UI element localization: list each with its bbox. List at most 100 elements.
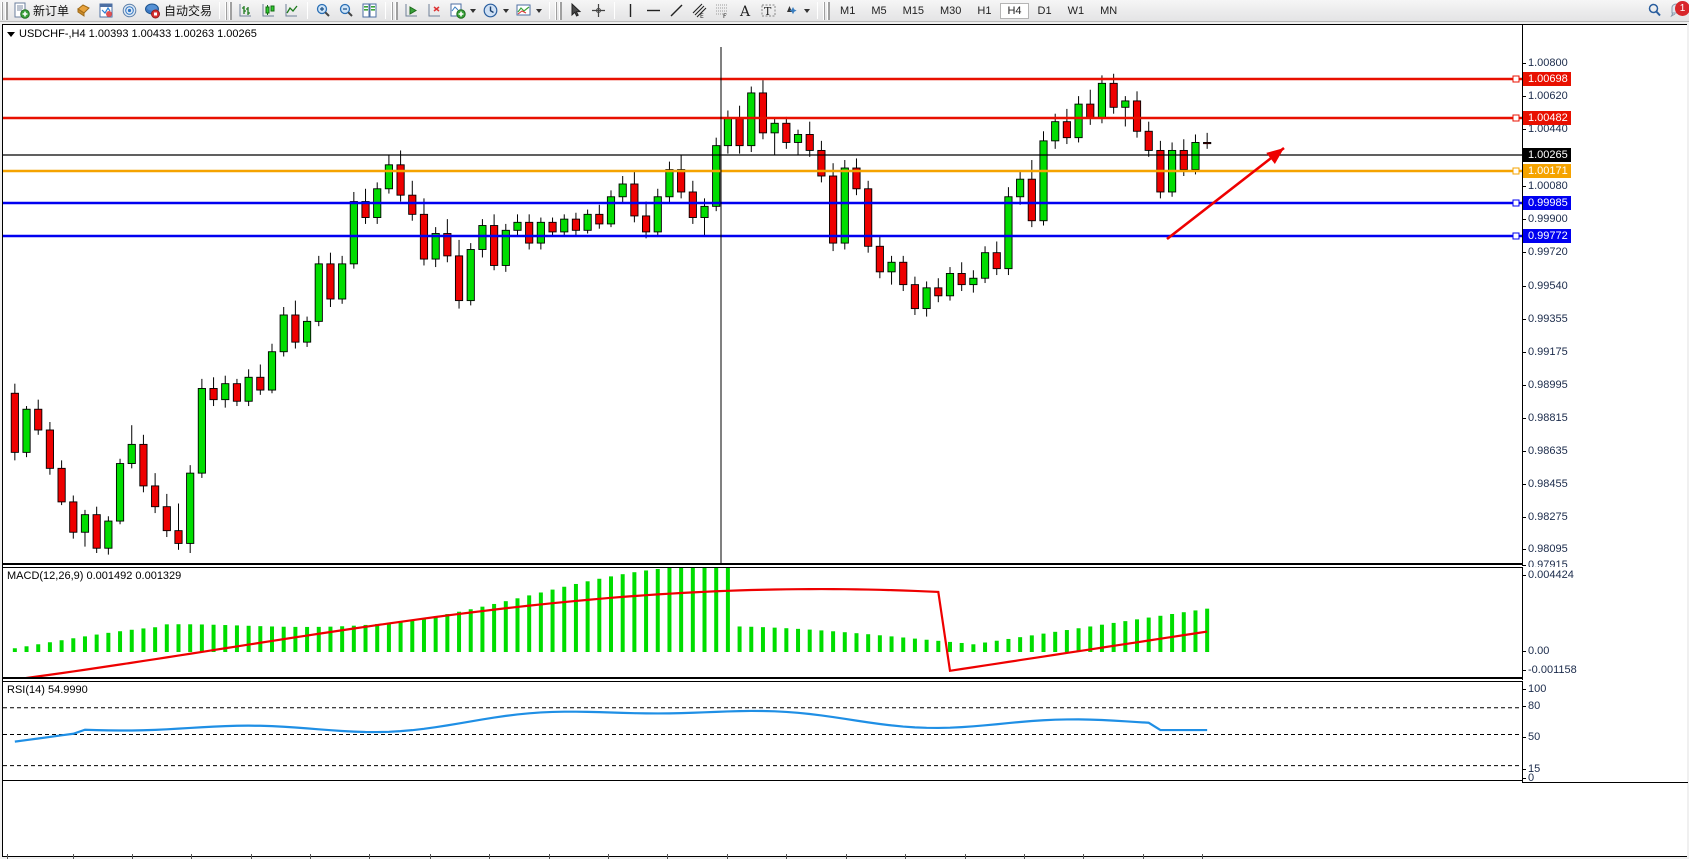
rsi-label: RSI(14) 54.9990 xyxy=(7,684,88,696)
tick-dash-icon xyxy=(1523,688,1526,690)
timeframe-m30[interactable]: M30 xyxy=(940,4,962,17)
data-window-button[interactable] xyxy=(95,1,118,21)
support-level-2-tag[interactable]: 0.99772 xyxy=(1523,229,1571,243)
zoom-in-button[interactable] xyxy=(312,1,335,21)
time-tick-mark xyxy=(667,854,668,859)
resistance-level-2-tag[interactable]: 1.00482 xyxy=(1523,111,1571,125)
macd-histogram xyxy=(12,568,1210,652)
chart-window[interactable]: USDCHF-,H4 1.00393 1.00433 1.00263 1.002… xyxy=(2,24,1688,859)
cursor-button[interactable] xyxy=(564,1,587,21)
svg-text:A: A xyxy=(739,4,751,19)
rsi-tick: 15 xyxy=(1523,763,1540,775)
line-studies-grip[interactable] xyxy=(555,1,563,20)
macd-pane[interactable]: MACD(12,26,9) 0.001492 0.001329 xyxy=(3,567,1522,679)
autotrade-button[interactable]: 自动交易 xyxy=(141,1,215,21)
current-price-level-tag[interactable]: 1.00265 xyxy=(1523,148,1571,162)
timeframe-h4[interactable]: H4 xyxy=(1000,2,1029,19)
new-order-button[interactable]: 新订单 xyxy=(10,1,72,21)
macd-tick-value: 0.00 xyxy=(1528,645,1550,657)
time-tick-mark xyxy=(727,854,728,859)
crosshair-button[interactable] xyxy=(587,1,610,21)
price-tick-value: 0.98095 xyxy=(1528,543,1568,555)
price-chart-canvas[interactable] xyxy=(3,25,1522,565)
rsi-tick: 50 xyxy=(1523,731,1540,743)
timeframe-w1[interactable]: W1 xyxy=(1067,4,1085,17)
tick-dash-icon xyxy=(1523,128,1526,130)
bar-chart-button[interactable] xyxy=(234,1,257,21)
price-tick: 0.99175 xyxy=(1523,346,1568,358)
vline-button[interactable] xyxy=(619,1,642,21)
support-level-1-tag[interactable]: 0.99985 xyxy=(1523,196,1571,210)
price-tick: 0.98455 xyxy=(1523,478,1568,490)
hline-button[interactable] xyxy=(642,1,665,21)
trendline-button[interactable] xyxy=(665,1,688,21)
time-tick-mark xyxy=(965,854,966,859)
market-watch-button[interactable] xyxy=(118,1,141,21)
expert-advisor-button[interactable] xyxy=(72,1,95,21)
timeframe-h1[interactable]: H1 xyxy=(977,4,992,17)
price-tick-value: 0.98815 xyxy=(1528,412,1568,424)
pivot-level-tag[interactable]: 1.00171 xyxy=(1523,164,1571,178)
shift-toolbar-grip[interactable] xyxy=(391,1,399,20)
timeframe-m15[interactable]: M15 xyxy=(902,4,924,17)
rsi-scale[interactable]: 100 80 50 15 0 xyxy=(1522,681,1686,784)
period-button[interactable] xyxy=(479,1,512,21)
rsi-chart-canvas[interactable] xyxy=(3,682,1522,781)
resistance-level-1-tag[interactable]: 1.00698 xyxy=(1523,72,1571,86)
objects-button[interactable] xyxy=(780,1,813,21)
chart-annotations xyxy=(720,47,1285,563)
zoom-out-button[interactable] xyxy=(335,1,358,21)
time-tick-mark xyxy=(786,854,787,859)
macd-scale[interactable]: 0.004424 0.00 -0.001158 xyxy=(1522,567,1686,680)
timeframe-m1[interactable]: M1 xyxy=(840,4,856,17)
tick-dash-icon xyxy=(1523,285,1526,287)
fibonacci-button[interactable]: F xyxy=(711,1,734,21)
timeframes-grip[interactable] xyxy=(823,1,831,20)
period-caret-icon[interactable] xyxy=(503,8,510,13)
price-tick: 1.00440 xyxy=(1523,123,1568,135)
templates-caret-icon[interactable] xyxy=(536,8,543,13)
rsi-pane[interactable]: RSI(14) 54.9990 xyxy=(3,681,1522,781)
find-button[interactable] xyxy=(1643,1,1666,21)
chart-toolbar-grip[interactable] xyxy=(225,1,233,20)
tile-windows-icon xyxy=(361,2,378,19)
price-tick: 1.00800 xyxy=(1523,57,1568,69)
alerts-button[interactable]: 1 xyxy=(1666,0,1689,21)
templates-button[interactable] xyxy=(512,1,545,21)
equidistant-channel-button[interactable]: E xyxy=(688,1,711,21)
bar-chart-icon xyxy=(237,2,254,19)
equidistant-channel-icon: E xyxy=(691,2,708,19)
time-scale[interactable]: 3 Oct 20224 Oct 04:004 Oct 20:005 Oct 12… xyxy=(3,782,1522,859)
price-pane[interactable]: USDCHF-,H4 1.00393 1.00433 1.00263 1.002… xyxy=(3,25,1522,565)
macd-chart-canvas[interactable] xyxy=(3,568,1522,679)
objects-caret-icon[interactable] xyxy=(804,8,811,13)
vline-icon xyxy=(622,2,639,19)
time-tick-mark xyxy=(1202,854,1203,859)
tick-dash-icon xyxy=(1523,95,1526,97)
timeframe-d1[interactable]: D1 xyxy=(1037,4,1052,17)
text-button[interactable]: A xyxy=(734,1,757,21)
toolbar-grip[interactable] xyxy=(1,1,8,20)
price-tick-value: 0.99175 xyxy=(1528,346,1568,358)
auto-scroll-button[interactable] xyxy=(423,1,446,21)
candlestick-chart-button[interactable] xyxy=(257,1,280,21)
indicators-icon xyxy=(449,2,466,19)
indicators-button[interactable] xyxy=(446,1,479,21)
rsi-tick-value: 50 xyxy=(1528,731,1541,743)
chart-menu-arrow-icon[interactable] xyxy=(7,31,15,37)
shift-end-button[interactable] xyxy=(400,1,423,21)
timeframe-m5[interactable]: M5 xyxy=(871,4,887,17)
price-tick: 0.99900 xyxy=(1523,213,1568,225)
tile-windows-button[interactable] xyxy=(358,1,381,21)
indicators-caret-icon[interactable] xyxy=(470,8,477,13)
tick-dash-icon xyxy=(1523,450,1526,452)
macd-tick: -0.001158 xyxy=(1523,664,1577,676)
price-scale[interactable]: 1.00800 1.00620 1.00440 1.00265 1.00080 0.999… xyxy=(1522,25,1686,588)
line-chart-button[interactable] xyxy=(280,1,303,21)
crosshair-icon xyxy=(590,2,607,19)
tick-dash-icon xyxy=(1523,736,1526,738)
timeframe-mn[interactable]: MN xyxy=(1100,4,1118,17)
objects-icon xyxy=(783,2,800,19)
text-label-button[interactable]: T xyxy=(757,1,780,21)
